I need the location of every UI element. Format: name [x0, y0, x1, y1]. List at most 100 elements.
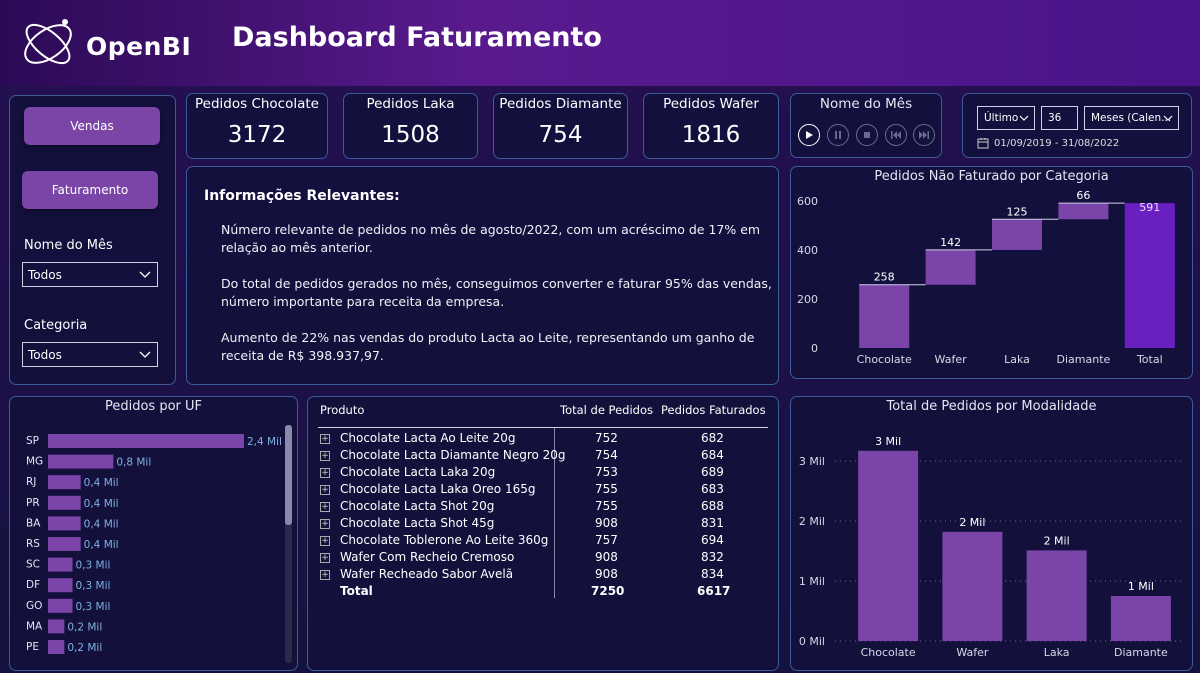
- kpi-value: 3172: [227, 122, 287, 148]
- kpi-label: Pedidos Chocolate: [195, 96, 319, 112]
- total-pedidos: 755: [595, 482, 618, 496]
- table-row[interactable]: + Chocolate Lacta Shot 20g 755 688: [308, 499, 778, 516]
- play-icon[interactable]: [798, 124, 820, 146]
- expand-icon[interactable]: +: [320, 553, 330, 563]
- table-row[interactable]: + Chocolate Toblerone Ao Leite 360g 757 694: [308, 533, 778, 550]
- uf-label: GO: [26, 600, 42, 612]
- data-label: 142: [940, 236, 961, 249]
- x-tick-label: Wafer: [956, 646, 989, 659]
- date-range: 01/09/2019 - 31/08/2022: [977, 137, 1119, 149]
- column-header-total[interactable]: Total de Pedidos: [560, 403, 653, 417]
- modalidade-chart-panel: Total de Pedidos por Modalidade 0 Mil 1 M…: [790, 396, 1193, 671]
- total-pedidos: 757: [595, 533, 618, 547]
- scrollbar-thumb[interactable]: [285, 425, 292, 525]
- kpi-value: 754: [538, 122, 583, 148]
- data-label: 258: [874, 271, 895, 284]
- page-title: Dashboard Faturamento: [232, 22, 602, 53]
- y-tick-label: 400: [797, 244, 818, 257]
- product-name: Chocolate Lacta Laka 20g: [340, 465, 496, 479]
- total-label: Total: [340, 584, 373, 598]
- expand-icon[interactable]: +: [320, 451, 330, 461]
- waterfall-bar: [992, 219, 1042, 250]
- expand-icon[interactable]: +: [320, 570, 330, 580]
- uf-label: SC: [26, 559, 40, 571]
- y-tick-label: 1 Mil: [799, 575, 825, 588]
- x-tick-label: Laka: [1044, 646, 1070, 659]
- stop-icon[interactable]: [856, 124, 878, 146]
- chevron-down-icon: [139, 271, 151, 278]
- date-range-text: 01/09/2019 - 31/08/2022: [994, 137, 1120, 149]
- column-header-produto[interactable]: Produto: [320, 403, 365, 417]
- uf-label: BA: [26, 517, 41, 529]
- chevron-down-icon: [1019, 115, 1029, 121]
- table-row[interactable]: + Chocolate Lacta Laka Oreo 165g 755 683: [308, 482, 778, 499]
- expand-icon[interactable]: +: [320, 434, 330, 444]
- category-filter-select[interactable]: Todos: [22, 342, 158, 367]
- product-name: Chocolate Toblerone Ao Leite 360g: [340, 533, 549, 547]
- total-pedidos: 908: [595, 516, 618, 530]
- period-mode-value: Último: [984, 112, 1019, 124]
- faturamento-button[interactable]: Faturamento: [22, 171, 158, 209]
- pedidos-faturados-sum: 6617: [697, 584, 731, 598]
- x-tick-label: Diamante: [1114, 646, 1168, 659]
- modalidade-bar-chart: 0 Mil 1 Mil 2 Mil 3 Mil 3 Mil Chocolate 2 Mil W…: [799, 435, 1183, 659]
- info-paragraph: Aumento de 22% nas vendas do produto Lac…: [221, 330, 755, 363]
- data-label: 591: [1139, 201, 1160, 214]
- info-title: Informações Relevantes:: [204, 188, 400, 204]
- uf-bar: [48, 434, 244, 448]
- orbit-logo-icon: [24, 19, 72, 65]
- expand-icon[interactable]: +: [320, 502, 330, 512]
- data-label: 0,4 Mil: [84, 498, 119, 510]
- month-filter-select[interactable]: Todos: [22, 262, 158, 287]
- month-filter-value: Todos: [28, 267, 62, 282]
- filter-panel: Vendas Faturamento Nome do Mês Todos Cat…: [9, 95, 176, 385]
- waterfall-bar: [1058, 203, 1109, 220]
- expand-icon[interactable]: +: [320, 485, 330, 495]
- uf-chart-panel: Pedidos por UF SP 2,4 Mil MG 0,8 Mil RJ 0,4 M…: [9, 396, 298, 671]
- vendas-button[interactable]: Vendas: [24, 107, 160, 145]
- player-label: Nome do Mês: [819, 96, 913, 112]
- data-label: 0,4 Mil: [84, 477, 119, 489]
- table-row[interactable]: + Wafer Com Recheio Cremoso 908 832: [308, 550, 778, 567]
- table-row[interactable]: + Chocolate Lacta Shot 45g 908 831: [308, 516, 778, 533]
- table-row[interactable]: + Chocolate Lacta Diamante Negro 20g 754 68…: [308, 448, 778, 465]
- data-label: 125: [1007, 205, 1028, 218]
- waterfall-chart-panel: Pedidos Não Faturado por Categoria 0 200 4…: [790, 166, 1193, 379]
- uf-label: SP: [26, 435, 39, 447]
- y-tick-label: 200: [797, 293, 818, 306]
- kpi-card-diamante: Pedidos Diamante 754: [493, 93, 628, 159]
- table-row[interactable]: + Chocolate Lacta Laka 20g 753 689: [308, 465, 778, 482]
- pause-icon[interactable]: [827, 124, 849, 146]
- column-header-faturados[interactable]: Pedidos Faturados: [661, 403, 766, 417]
- total-pedidos: 908: [595, 567, 618, 581]
- table-row[interactable]: + Chocolate Lacta Ao Leite 20g 752 682: [308, 431, 778, 448]
- uf-bar: [48, 640, 65, 654]
- x-tick-label: Wafer: [935, 353, 968, 366]
- scrollbar-track[interactable]: [285, 425, 292, 663]
- y-tick-label: 0 Mil: [799, 635, 825, 648]
- header-divider: [318, 427, 768, 428]
- period-count-value: 36: [1048, 112, 1062, 124]
- table-row[interactable]: + Wafer Recheado Sabor Avelã 908 834: [308, 567, 778, 584]
- expand-icon[interactable]: +: [320, 519, 330, 529]
- uf-bar: [48, 495, 81, 510]
- previous-icon[interactable]: [885, 124, 907, 146]
- expand-icon[interactable]: +: [320, 536, 330, 546]
- pedidos-faturados: 684: [701, 448, 724, 462]
- expand-icon[interactable]: +: [320, 468, 330, 478]
- waterfall-bar: [1124, 203, 1175, 348]
- period-unit-select[interactable]: Meses (Calen...: [1084, 106, 1179, 130]
- data-label: 0,2 Mil: [67, 642, 102, 654]
- y-tick-label: 600: [797, 195, 818, 208]
- openbi-logo: OpenBI: [16, 8, 196, 78]
- period-mode-select[interactable]: Último: [977, 106, 1035, 130]
- data-label: 66: [1076, 189, 1090, 202]
- kpi-card-chocolate: Pedidos Chocolate 3172: [186, 93, 328, 159]
- period-count-input[interactable]: 36: [1041, 106, 1078, 130]
- kpi-value: 1508: [381, 122, 440, 148]
- pedidos-faturados: 694: [701, 533, 724, 547]
- data-label: 1 Mil: [1128, 580, 1154, 593]
- next-icon[interactable]: [913, 124, 935, 146]
- uf-bar: [48, 537, 81, 551]
- chart-title: Total de Pedidos por Modalidade: [886, 399, 1097, 414]
